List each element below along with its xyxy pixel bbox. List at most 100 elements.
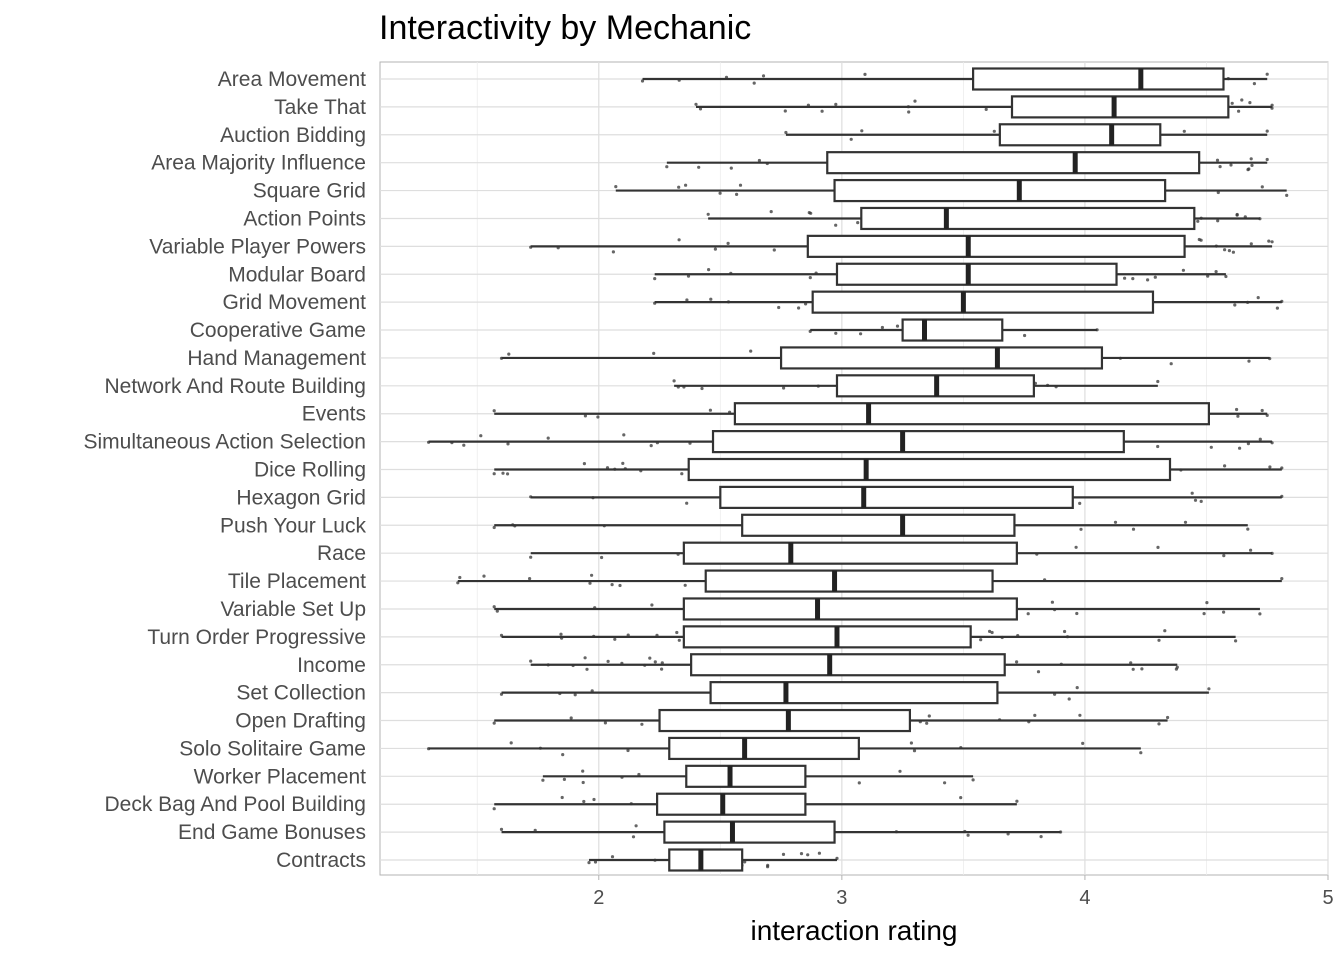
jitter-point bbox=[479, 434, 483, 438]
jitter-point bbox=[1075, 611, 1079, 616]
y-tick-label: Deck Bag And Pool Building bbox=[104, 793, 366, 816]
jitter-point bbox=[1181, 268, 1185, 272]
jitter-point bbox=[685, 298, 689, 302]
jitter-point bbox=[582, 799, 586, 804]
jitter-point bbox=[652, 351, 656, 355]
jitter-point bbox=[909, 741, 914, 745]
y-tick-label: Income bbox=[297, 654, 366, 677]
y-tick-label: Variable Set Up bbox=[220, 598, 366, 621]
box-network-and-route-building bbox=[674, 374, 1158, 398]
jitter-point bbox=[649, 444, 653, 448]
iqr-box bbox=[733, 402, 1210, 426]
iqr-box bbox=[835, 262, 1118, 286]
jitter-point bbox=[582, 462, 587, 466]
jitter-point bbox=[1238, 446, 1242, 450]
jitter-point bbox=[588, 581, 592, 585]
jitter-point bbox=[1074, 545, 1078, 549]
y-tick-label: Race bbox=[317, 542, 366, 565]
jitter-point bbox=[665, 165, 669, 169]
iqr-box bbox=[658, 708, 912, 733]
iqr-box bbox=[806, 234, 1186, 258]
box-hexagon-grid bbox=[530, 485, 1282, 509]
x-tick-label: 3 bbox=[836, 887, 847, 909]
jitter-point bbox=[749, 349, 753, 353]
jitter-point bbox=[1246, 442, 1250, 446]
box-set-collection bbox=[501, 681, 1209, 705]
box-simultaneous-action-selection bbox=[428, 430, 1273, 454]
box-grid-movement bbox=[654, 290, 1282, 314]
jitter-point bbox=[650, 603, 654, 607]
jitter-point bbox=[1265, 72, 1269, 76]
jitter-point bbox=[1197, 237, 1201, 242]
x-tick-label: 4 bbox=[1079, 887, 1090, 909]
jitter-point bbox=[1131, 667, 1135, 671]
jitter-point bbox=[640, 79, 645, 83]
jitter-point bbox=[781, 852, 786, 857]
jitter-point bbox=[569, 716, 573, 720]
x-tick-label: 2 bbox=[593, 887, 604, 909]
jitter-point bbox=[1140, 667, 1144, 671]
jitter-point bbox=[1199, 499, 1203, 503]
jitter-point bbox=[834, 331, 838, 335]
jitter-point bbox=[610, 583, 614, 587]
jitter-point bbox=[1218, 165, 1222, 169]
box-events bbox=[494, 402, 1268, 426]
box-square-grid bbox=[615, 178, 1287, 203]
jitter-point bbox=[529, 659, 533, 663]
x-tick-label: 5 bbox=[1322, 887, 1333, 909]
y-tick-label: Simultaneous Action Selection bbox=[83, 431, 366, 454]
jitter-point bbox=[1240, 98, 1244, 102]
iqr-box bbox=[901, 318, 1004, 342]
jitter-point bbox=[501, 471, 505, 475]
y-tick-label: Solo Solitaire Game bbox=[179, 737, 366, 760]
box-race bbox=[530, 541, 1273, 565]
jitter-point bbox=[1231, 250, 1235, 254]
jitter-point bbox=[1280, 577, 1284, 581]
iqr-box bbox=[779, 346, 1104, 370]
iqr-box bbox=[656, 792, 807, 816]
jitter-point bbox=[1202, 612, 1206, 616]
y-tick-label: Worker Placement bbox=[194, 765, 367, 788]
jitter-point bbox=[1113, 520, 1118, 524]
jitter-point bbox=[707, 268, 711, 272]
jitter-point bbox=[1237, 109, 1241, 113]
jitter-point bbox=[708, 408, 713, 412]
jitter-point bbox=[761, 74, 766, 78]
iqr-box bbox=[833, 178, 1167, 203]
jitter-point bbox=[1023, 333, 1027, 338]
jitter-point bbox=[560, 795, 564, 800]
jitter-point bbox=[797, 306, 801, 310]
jitter-point bbox=[1078, 501, 1082, 505]
jitter-point bbox=[541, 778, 545, 782]
jitter-point bbox=[912, 749, 917, 753]
jitter-point bbox=[1163, 629, 1167, 633]
jitter-point bbox=[1182, 129, 1186, 133]
jitter-point bbox=[706, 212, 710, 216]
jitter-point bbox=[1157, 638, 1161, 642]
box-push-your-luck bbox=[494, 513, 1248, 537]
jitter-point bbox=[585, 667, 589, 671]
jitter-point bbox=[1131, 527, 1136, 531]
jitter-point bbox=[1033, 713, 1037, 718]
jitter-point bbox=[677, 238, 681, 242]
jitter-point bbox=[772, 248, 776, 252]
jitter-point bbox=[1026, 612, 1030, 616]
x-axis-label: interaction rating bbox=[750, 915, 957, 946]
jitter-point bbox=[581, 769, 585, 773]
jitter-point bbox=[895, 324, 900, 328]
jitter-point bbox=[1235, 407, 1239, 412]
jitter-point bbox=[709, 297, 713, 301]
jitter-point bbox=[984, 107, 988, 111]
iqr-box bbox=[741, 513, 1016, 537]
chart-title: Interactivity by Mechanic bbox=[379, 9, 751, 47]
jitter-point bbox=[1246, 527, 1250, 531]
jitter-point bbox=[1196, 219, 1200, 223]
jitter-point bbox=[1222, 554, 1226, 558]
jitter-point bbox=[766, 865, 770, 869]
jitter-point bbox=[1036, 670, 1041, 674]
jitter-point bbox=[1249, 242, 1253, 246]
jitter-point bbox=[1252, 82, 1256, 86]
jitter-point bbox=[1233, 303, 1237, 307]
jitter-point bbox=[1156, 545, 1160, 550]
jitter-point bbox=[482, 574, 486, 578]
